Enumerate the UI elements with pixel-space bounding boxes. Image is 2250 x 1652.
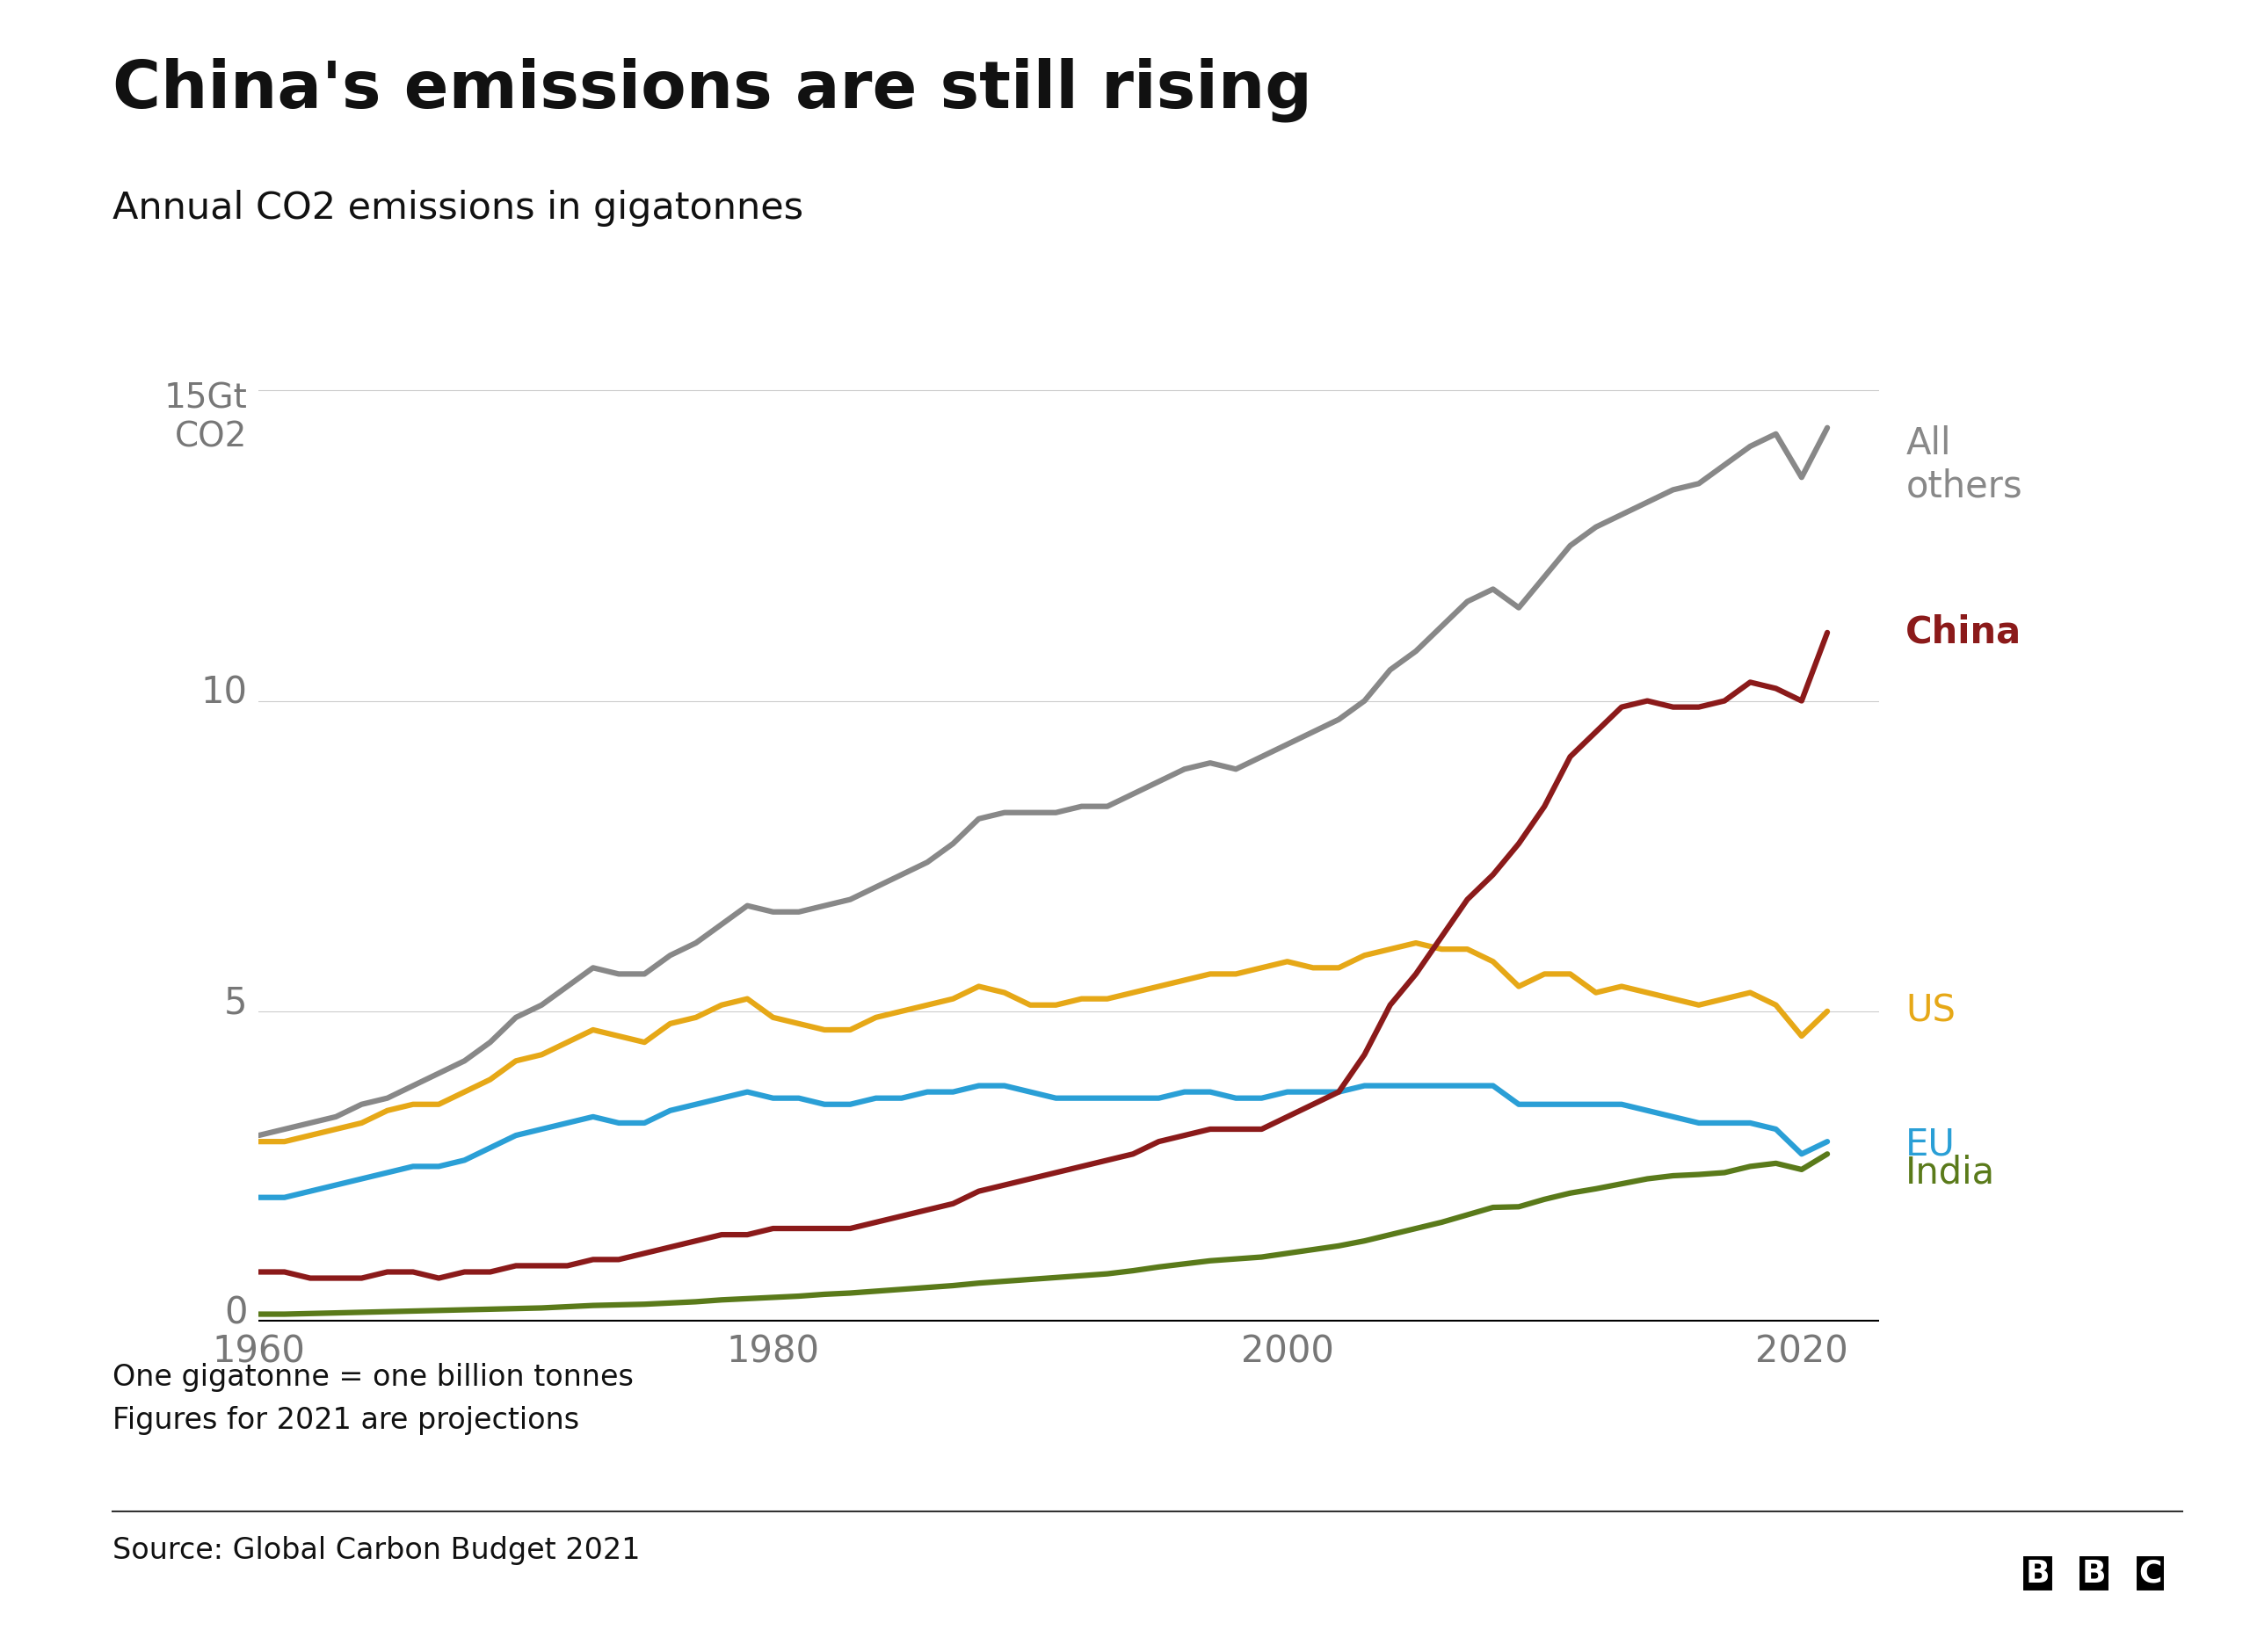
Text: B: B <box>2081 1558 2106 1589</box>
Text: China's emissions are still rising: China's emissions are still rising <box>112 58 1312 122</box>
Text: C: C <box>2138 1558 2162 1589</box>
Text: B: B <box>2025 1558 2050 1589</box>
Text: India: India <box>1906 1155 1996 1191</box>
Text: 10: 10 <box>200 674 247 710</box>
Text: All
others: All others <box>1906 425 2023 506</box>
Text: Annual CO2 emissions in gigatonnes: Annual CO2 emissions in gigatonnes <box>112 190 803 226</box>
Text: US: US <box>1906 993 1955 1029</box>
Text: Source: Global Carbon Budget 2021: Source: Global Carbon Budget 2021 <box>112 1536 641 1566</box>
Text: 0: 0 <box>225 1295 247 1332</box>
Text: China: China <box>1906 615 2023 651</box>
Text: EU: EU <box>1906 1127 1955 1163</box>
Text: 5: 5 <box>225 985 247 1021</box>
Text: One gigatonne = one billion tonnes
Figures for 2021 are projections: One gigatonne = one billion tonnes Figur… <box>112 1363 634 1434</box>
Text: 15Gt
CO2: 15Gt CO2 <box>164 382 248 454</box>
